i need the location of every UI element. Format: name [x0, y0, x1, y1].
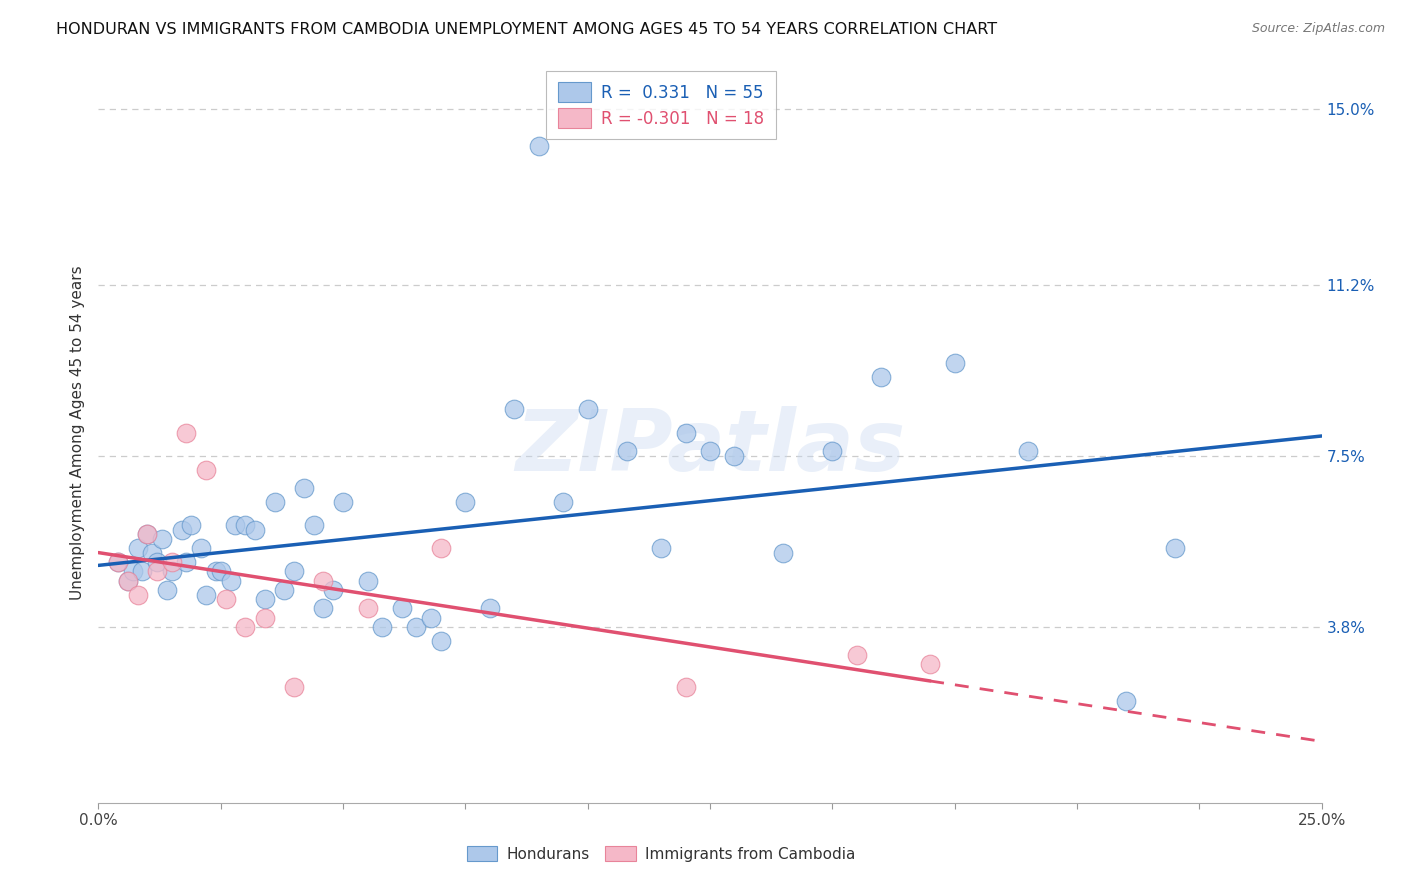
Point: [454, 495, 477, 509]
Point: [176, 425, 198, 440]
Point: [107, 555, 129, 569]
Point: [420, 610, 443, 624]
Point: [405, 620, 427, 634]
Point: [478, 601, 501, 615]
Point: [146, 565, 169, 579]
Point: [920, 657, 942, 671]
Point: [253, 592, 276, 607]
Point: [160, 565, 183, 579]
Point: [160, 555, 183, 569]
Point: [772, 546, 794, 560]
Point: [821, 444, 844, 458]
Point: [292, 481, 315, 495]
Point: [650, 541, 672, 556]
Point: [117, 574, 139, 588]
Point: [136, 527, 159, 541]
Point: [616, 444, 638, 458]
Text: ZIPatlas: ZIPatlas: [515, 406, 905, 489]
Y-axis label: Unemployment Among Ages 45 to 54 years: Unemployment Among Ages 45 to 54 years: [69, 265, 84, 600]
Point: [136, 527, 159, 541]
Text: HONDURAN VS IMMIGRANTS FROM CAMBODIA UNEMPLOYMENT AMONG AGES 45 TO 54 YEARS CORR: HONDURAN VS IMMIGRANTS FROM CAMBODIA UNE…: [56, 22, 997, 37]
Point: [283, 565, 305, 579]
Point: [356, 601, 378, 615]
Point: [312, 601, 335, 615]
Point: [195, 462, 218, 476]
Point: [675, 425, 697, 440]
Point: [356, 574, 378, 588]
Point: [170, 523, 193, 537]
Point: [430, 633, 453, 648]
Point: [224, 518, 246, 533]
Point: [156, 582, 179, 597]
Point: [117, 574, 139, 588]
Point: [553, 495, 575, 509]
Point: [576, 402, 599, 417]
Point: [214, 592, 236, 607]
Point: [107, 555, 129, 569]
Point: [176, 555, 198, 569]
Point: [195, 588, 218, 602]
Point: [131, 565, 153, 579]
Point: [332, 495, 354, 509]
Point: [699, 444, 721, 458]
Point: [430, 541, 453, 556]
Point: [273, 582, 295, 597]
Point: [127, 541, 149, 556]
Point: [233, 620, 256, 634]
Point: [312, 574, 335, 588]
Point: [263, 495, 285, 509]
Point: [675, 680, 697, 694]
Text: Source: ZipAtlas.com: Source: ZipAtlas.com: [1251, 22, 1385, 36]
Point: [141, 546, 163, 560]
Point: [870, 370, 893, 384]
Point: [146, 555, 169, 569]
Point: [121, 565, 143, 579]
Point: [322, 582, 344, 597]
Point: [302, 518, 325, 533]
Point: [943, 356, 966, 370]
Point: [219, 574, 242, 588]
Point: [723, 449, 745, 463]
Point: [190, 541, 212, 556]
Point: [253, 610, 276, 624]
Point: [233, 518, 256, 533]
Point: [127, 588, 149, 602]
Point: [209, 565, 232, 579]
Point: [503, 402, 526, 417]
Point: [1164, 541, 1187, 556]
Point: [180, 518, 202, 533]
Point: [1115, 694, 1137, 708]
Point: [391, 601, 413, 615]
Point: [205, 565, 228, 579]
Point: [527, 138, 550, 153]
Point: [283, 680, 305, 694]
Point: [243, 523, 266, 537]
Point: [150, 532, 173, 546]
Point: [845, 648, 868, 662]
Legend: Hondurans, Immigrants from Cambodia: Hondurans, Immigrants from Cambodia: [467, 846, 855, 862]
Point: [371, 620, 394, 634]
Point: [1017, 444, 1039, 458]
